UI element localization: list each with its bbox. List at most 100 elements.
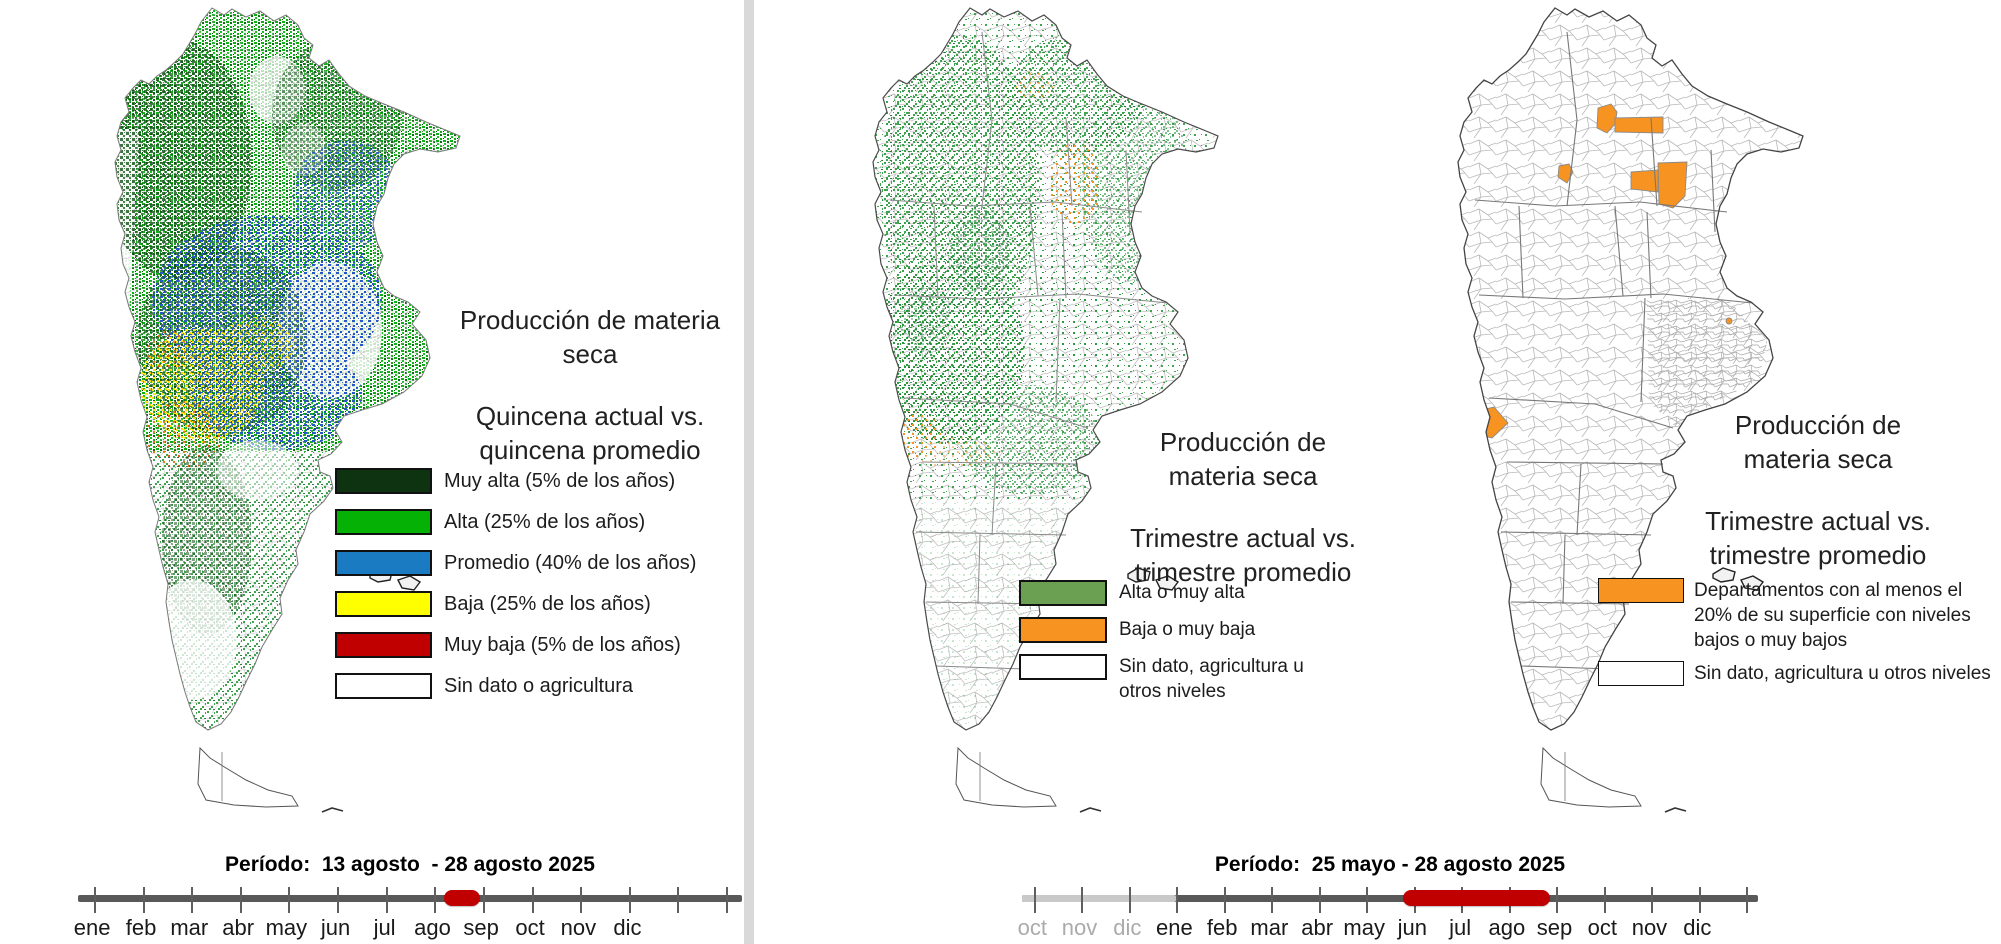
map-subtitle-line: Trimestre actual vs. trimestre promedio <box>1705 506 1931 570</box>
month-label: dic <box>613 915 642 940</box>
month-tick <box>1223 887 1226 913</box>
month-label: may <box>265 915 308 940</box>
month-label: feb <box>125 915 157 940</box>
tierra-del-fuego-outline <box>197 747 299 808</box>
legend-row: Sin dato, agricultura u otros niveles <box>1019 654 1315 704</box>
legend-row: Muy alta (5% de los años) <box>335 468 696 494</box>
month-tick <box>1176 887 1179 913</box>
month-label: mar <box>170 915 209 940</box>
map-title-quincena: Producción de materia seca Quincena actu… <box>440 303 740 467</box>
legend-label: Sin dato, agricultura u otros niveles <box>1694 663 1991 684</box>
month-tick <box>1033 887 1036 913</box>
legend-swatch <box>1598 661 1684 686</box>
month-label: abr <box>1301 915 1334 940</box>
timeline-bar <box>78 895 742 902</box>
timeline-quincena: Período: 13 agosto - 28 agosto 2025 ene f… <box>74 853 742 940</box>
legend-label: Alta o muy alta <box>1119 582 1245 603</box>
legend-swatch <box>335 468 432 494</box>
legend-row: Alta (25% de los años) <box>335 509 696 535</box>
period-highlight <box>444 890 480 906</box>
month-label: may <box>1343 915 1385 940</box>
month-tick <box>1556 887 1559 913</box>
month-tick <box>239 887 242 913</box>
map-trimestre-raster <box>872 7 1219 813</box>
month-tick <box>580 887 583 913</box>
period-label: Período: 25 mayo - 28 agosto 2025 <box>1214 853 1566 876</box>
month-label: oct <box>1587 915 1617 940</box>
month-label: nov <box>1061 915 1098 940</box>
legend-row: Muy baja (5% de los años) <box>335 632 696 658</box>
legend-row: Sin dato, agricultura u otros niveles <box>1598 661 1999 686</box>
legend-label: Muy baja (5% de los años) <box>444 634 681 656</box>
month-label: ene <box>73 915 111 940</box>
legend-swatch <box>1019 580 1107 606</box>
map-title-line: Producción de materia seca <box>1734 410 1902 474</box>
legend-swatch <box>335 632 432 658</box>
legend-row: Promedio (40% de los años) <box>335 550 696 576</box>
month-tick <box>288 887 291 913</box>
period-label: Período: 13 agosto - 28 agosto 2025 <box>225 853 595 876</box>
month-tick <box>1603 887 1606 913</box>
month-tick <box>1081 887 1084 913</box>
month-label: dic <box>1113 915 1142 940</box>
legend-swatch <box>1019 617 1107 643</box>
panel-divider <box>744 0 754 944</box>
legend-label: Alta (25% de los años) <box>444 511 646 533</box>
month-label: mar <box>1250 915 1289 940</box>
month-tick <box>482 887 485 913</box>
month-label: jul <box>373 915 396 940</box>
legend-label: Muy alta (5% de los años) <box>444 470 676 492</box>
month-tick <box>93 887 96 913</box>
legend-label: Sin dato, agricultura u otros niveles <box>1119 656 1304 702</box>
map-title-line: Producción de materia seca <box>1159 427 1327 491</box>
month-label: oct <box>1017 915 1047 940</box>
map-subtitle-line: Quincena actual vs. quincena promedio <box>475 401 705 465</box>
legend-label: Baja o muy baja <box>1119 619 1256 640</box>
map-subtitle-line: Trimestre actual vs. trimestre promedio <box>1130 523 1356 587</box>
legend-swatch <box>1019 654 1107 680</box>
month-tick <box>142 887 145 913</box>
month-tick <box>1271 887 1274 913</box>
map-quincena-raster <box>114 7 461 813</box>
tierra-del-fuego-outline <box>1540 747 1642 808</box>
month-label: jun <box>320 915 351 940</box>
month-tick <box>1366 887 1369 913</box>
legend-quincena: Muy alta (5% de los años) Alta (25% de lo… <box>335 468 696 714</box>
map-title-departamentos: Producción de materia seca Trimestre act… <box>1672 408 1964 572</box>
month-tick <box>726 887 729 913</box>
month-label: oct <box>515 915 545 940</box>
month-tick <box>1318 887 1321 913</box>
legend-row: Baja (25% de los años) <box>335 591 696 617</box>
month-label: ago <box>1488 915 1526 940</box>
timeline-bar-muted <box>1022 895 1177 902</box>
map-title-trimestre: Producción de materia seca Trimestre act… <box>1112 425 1374 589</box>
legend-departamentos: Departamentos con al menos el 20% de su … <box>1598 578 1999 694</box>
timeline-bar <box>1022 895 1758 902</box>
month-tick <box>434 887 437 913</box>
legend-swatch <box>335 591 432 617</box>
month-tick <box>337 887 340 913</box>
timeline-track: ene feb mar abr may jun jul ago sep oct nov dic <box>74 883 742 940</box>
period-highlight <box>1403 890 1551 906</box>
month-label: feb <box>1206 915 1238 940</box>
timeline-track: oct nov dic ene feb mar abr may jun jul ago sep oct n… <box>1018 883 1758 940</box>
timeline-trimestre: Período: 25 mayo - 28 agosto 2025 oct nov… <box>1018 853 1758 940</box>
legend-label: Departamentos con al menos el 20% de su … <box>1694 580 1971 651</box>
legend-label: Baja (25% de los años) <box>444 593 651 615</box>
month-label: nov <box>1631 915 1668 940</box>
month-tick <box>191 887 194 913</box>
month-label: nov <box>560 915 597 940</box>
legend-label: Sin dato o agricultura <box>444 675 634 697</box>
month-tick <box>1746 887 1749 913</box>
month-label: ago <box>414 915 451 940</box>
tierra-del-fuego-outline <box>955 747 1057 808</box>
map-trimestre-departamentos <box>1457 7 1804 813</box>
month-label: abr <box>222 915 255 940</box>
legend-row: Alta o muy alta <box>1019 580 1315 606</box>
map-title-line: Producción de materia seca <box>459 305 721 369</box>
legend-swatch <box>335 550 432 576</box>
month-tick <box>531 887 534 913</box>
month-tick <box>385 887 388 913</box>
month-label: sep <box>463 915 499 940</box>
month-label: sep <box>1536 915 1573 940</box>
